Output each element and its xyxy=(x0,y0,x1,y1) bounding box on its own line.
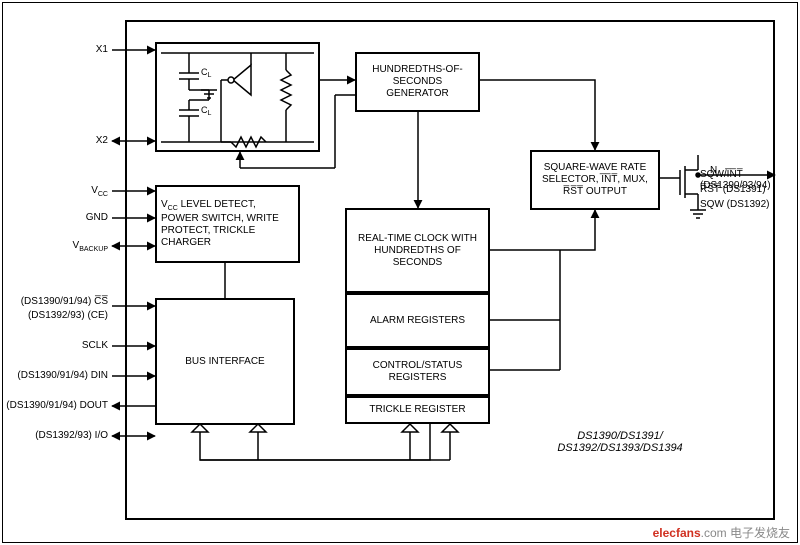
svg-text:N: N xyxy=(710,165,717,176)
wires-icon: N xyxy=(0,0,800,545)
watermark: elecfans.com 电子发烧友 xyxy=(653,524,790,541)
